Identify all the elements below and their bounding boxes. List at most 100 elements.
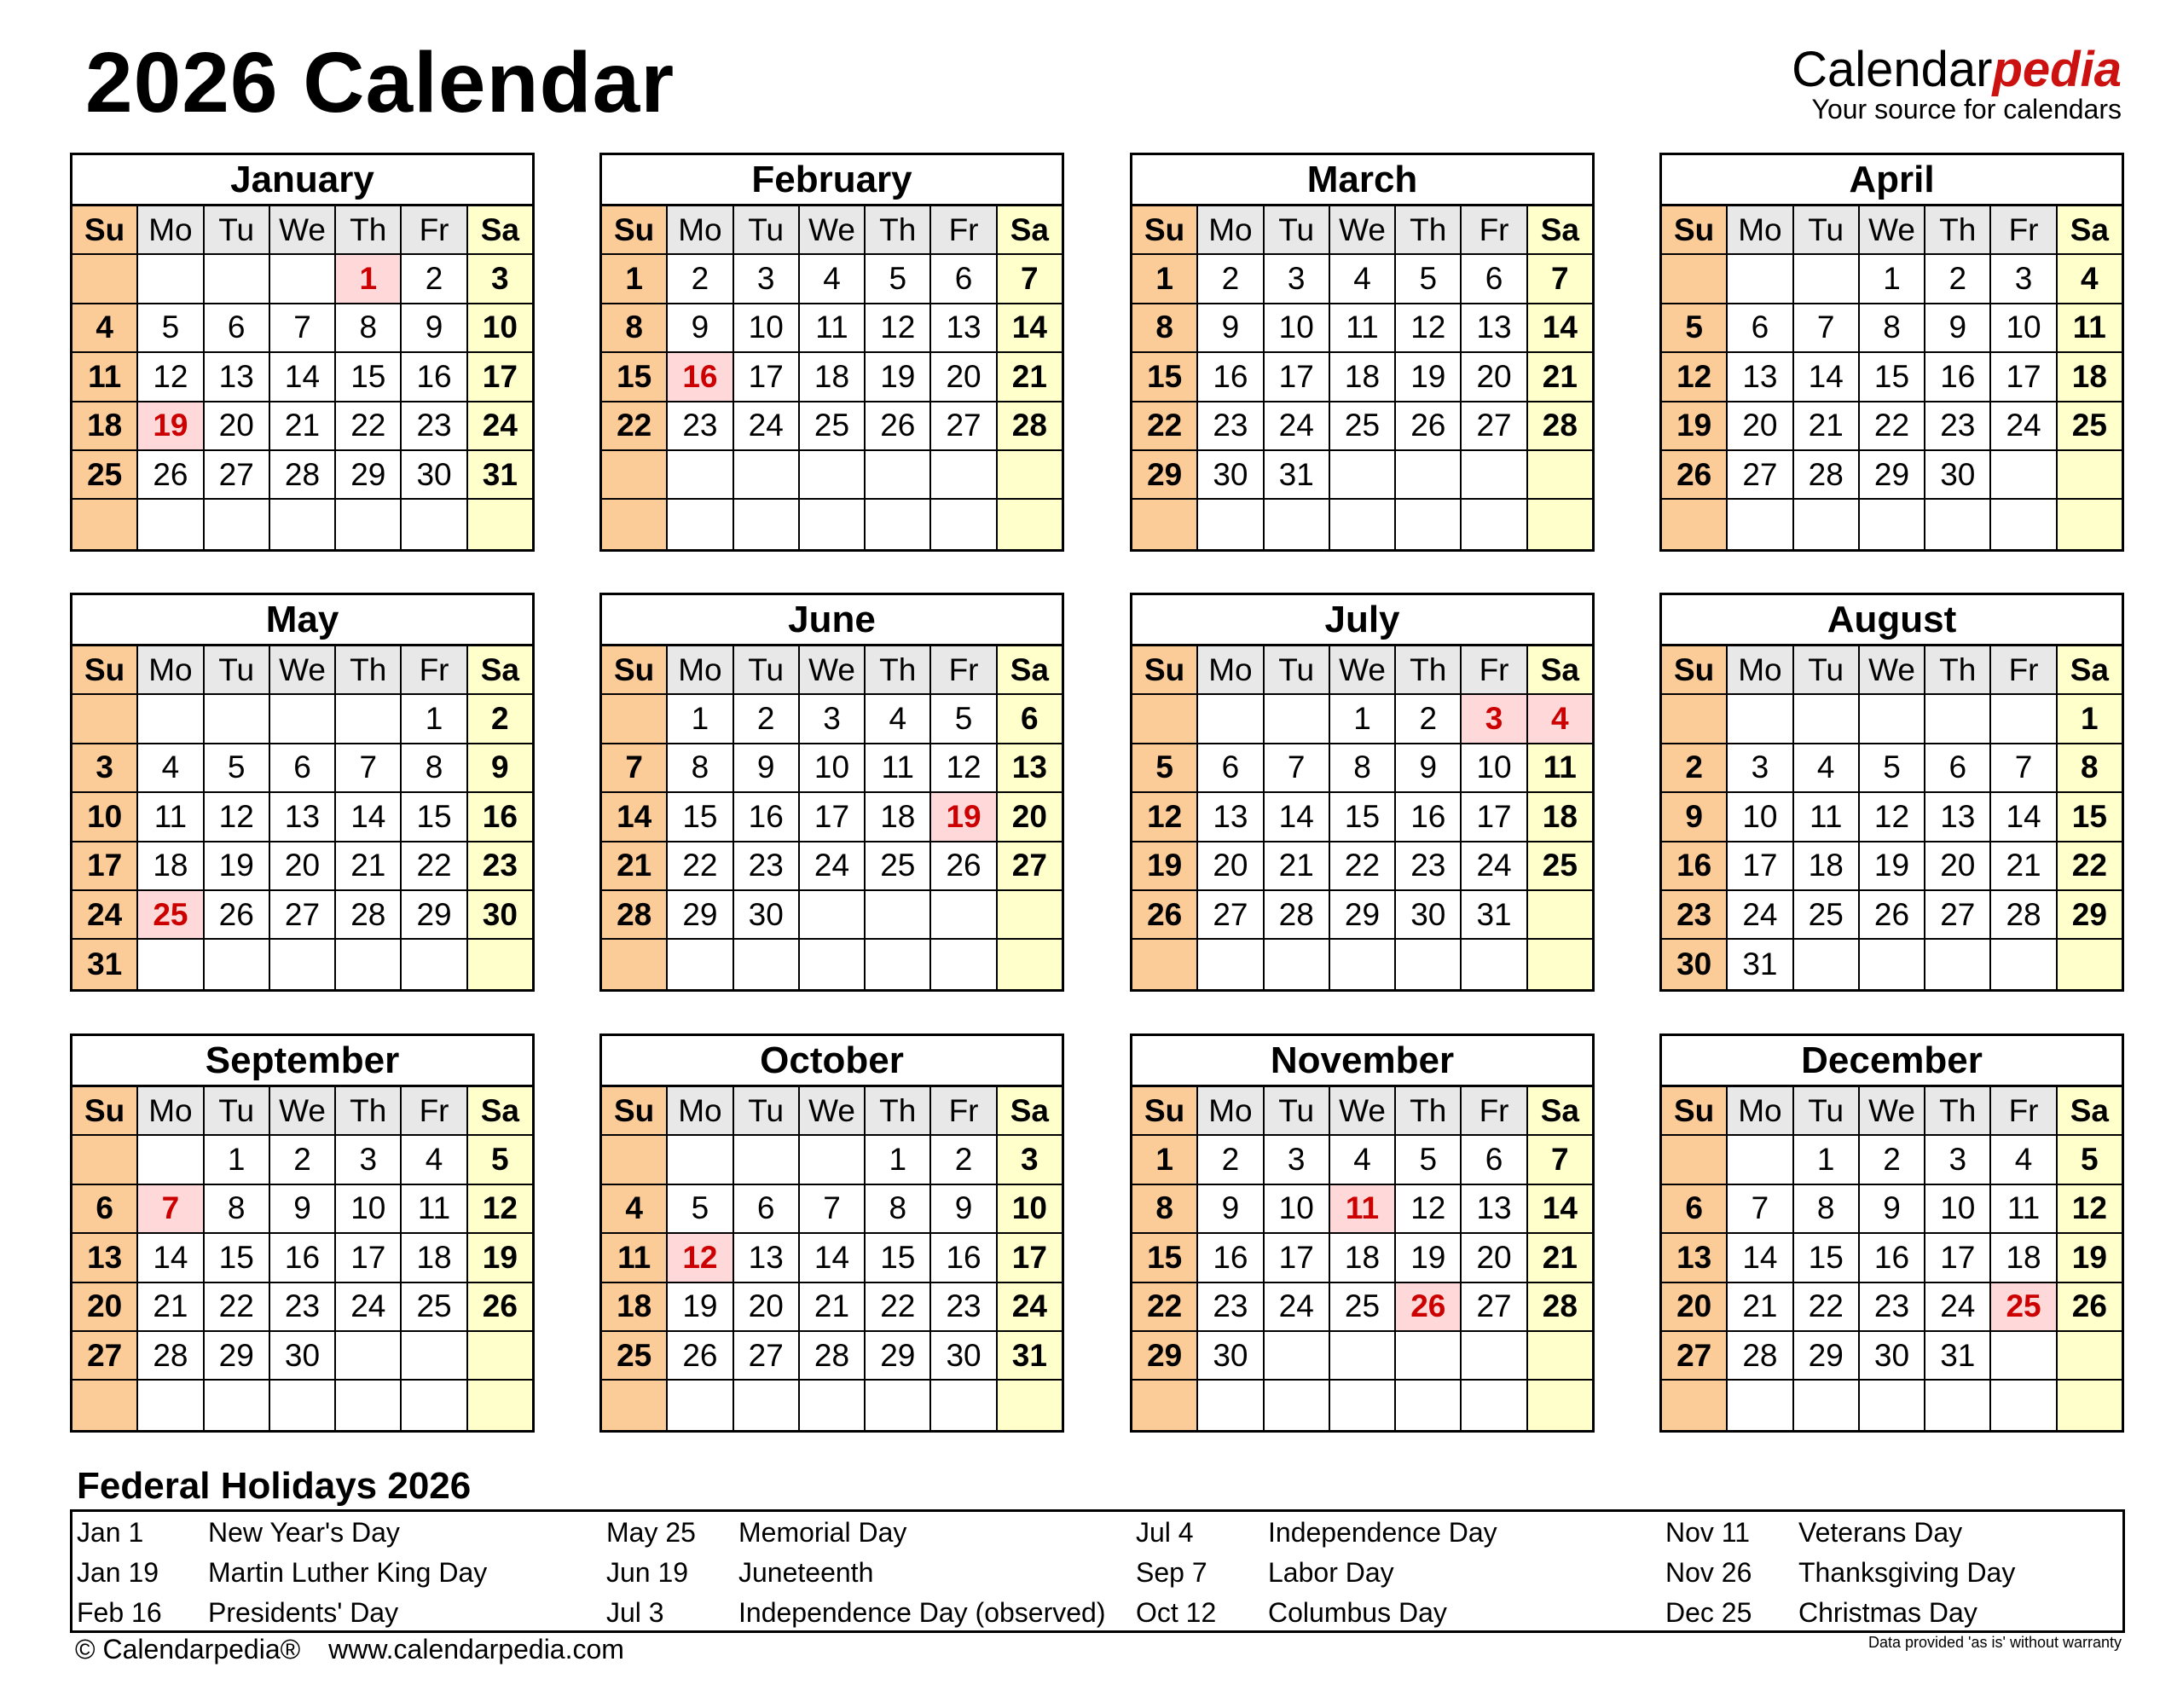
day-cell[interactable]: 23 [733,842,800,891]
day-cell[interactable]: 5 [1859,744,1926,794]
day-cell[interactable]: 9 [1662,793,1728,842]
day-cell[interactable]: 21 [269,402,337,451]
day-cell[interactable]: 26 [138,450,205,501]
day-cell[interactable]: 20 [204,402,270,451]
day-cell[interactable]: 14 [1527,304,1592,354]
day-cell[interactable]: 28 [1527,402,1592,451]
day-cell[interactable]: 30 [733,890,800,941]
day-cell[interactable]: 24 [1728,890,1794,941]
day-cell[interactable]: 13 [204,353,270,402]
day-cell[interactable]: 18 [602,1282,669,1332]
day-cell[interactable]: 29 [866,1331,932,1381]
day-cell[interactable]: 29 [402,890,468,941]
day-cell[interactable]: 2 [1396,695,1462,744]
day-cell[interactable]: 19 [1662,402,1728,451]
day-cell[interactable]: 27 [931,402,998,451]
day-cell[interactable]: 3 [467,255,532,304]
day-cell[interactable]: 19 [1396,353,1462,402]
day-cell[interactable]: 22 [1132,402,1199,451]
day-cell[interactable]: 5 [866,255,932,304]
day-cell[interactable]: 2 [1198,255,1265,304]
day-cell[interactable]: 25 [1329,402,1397,451]
day-cell[interactable]: 27 [269,890,337,941]
day-cell[interactable]: 4 [1991,1136,2058,1185]
day-cell[interactable]: 24 [1264,402,1330,451]
day-cell[interactable]: 14 [269,353,337,402]
day-cell[interactable]: 24 [336,1282,402,1332]
day-cell[interactable]: 30 [467,890,532,941]
day-cell[interactable]: 31 [997,1331,1062,1381]
day-cell[interactable]: 30 [1925,450,1992,501]
day-cell[interactable]: 29 [1793,1331,1860,1381]
holiday-day-cell[interactable]: 26 [1396,1282,1462,1332]
day-cell[interactable]: 23 [1198,1282,1265,1332]
holiday-day-cell[interactable]: 3 [1462,695,1528,744]
day-cell[interactable]: 3 [1264,255,1330,304]
day-cell[interactable]: 26 [204,890,270,941]
day-cell[interactable]: 20 [72,1282,139,1332]
day-cell[interactable]: 28 [1793,450,1860,501]
day-cell[interactable]: 2 [733,695,800,744]
day-cell[interactable]: 14 [997,304,1062,354]
day-cell[interactable]: 7 [1527,1136,1592,1185]
day-cell[interactable]: 24 [1462,842,1528,891]
day-cell[interactable]: 15 [2057,793,2122,842]
day-cell[interactable]: 6 [1662,1184,1728,1235]
day-cell[interactable]: 17 [1264,353,1330,402]
day-cell[interactable]: 6 [269,744,337,794]
day-cell[interactable]: 27 [1662,1331,1728,1381]
day-cell[interactable]: 30 [1396,890,1462,941]
day-cell[interactable]: 6 [1462,1136,1528,1185]
day-cell[interactable]: 13 [1198,793,1265,842]
day-cell[interactable]: 11 [1329,304,1397,354]
day-cell[interactable]: 28 [997,402,1062,451]
day-cell[interactable]: 31 [1925,1331,1992,1381]
day-cell[interactable]: 8 [1329,744,1397,794]
day-cell[interactable]: 18 [1793,842,1860,891]
day-cell[interactable]: 5 [2057,1136,2122,1185]
day-cell[interactable]: 5 [668,1184,734,1235]
day-cell[interactable]: 25 [2057,402,2122,451]
day-cell[interactable]: 14 [1991,793,2058,842]
day-cell[interactable]: 15 [204,1234,270,1283]
day-cell[interactable]: 29 [668,890,734,941]
day-cell[interactable]: 11 [402,1184,468,1235]
day-cell[interactable]: 22 [668,842,734,891]
day-cell[interactable]: 1 [1793,1136,1860,1185]
day-cell[interactable]: 11 [602,1234,669,1283]
day-cell[interactable]: 24 [1264,1282,1330,1332]
day-cell[interactable]: 31 [1728,940,1794,989]
day-cell[interactable]: 24 [733,402,800,451]
day-cell[interactable]: 18 [402,1234,468,1283]
day-cell[interactable]: 13 [997,744,1062,794]
day-cell[interactable]: 21 [138,1282,205,1332]
day-cell[interactable]: 28 [602,890,669,941]
day-cell[interactable]: 18 [1329,353,1397,402]
day-cell[interactable]: 7 [997,255,1062,304]
day-cell[interactable]: 11 [72,353,139,402]
day-cell[interactable]: 8 [866,1184,932,1235]
day-cell[interactable]: 30 [402,450,468,501]
day-cell[interactable]: 9 [269,1184,337,1235]
day-cell[interactable]: 12 [467,1184,532,1235]
day-cell[interactable]: 9 [1198,1184,1265,1235]
day-cell[interactable]: 22 [1859,402,1926,451]
day-cell[interactable]: 15 [1793,1234,1860,1283]
day-cell[interactable]: 16 [1859,1234,1926,1283]
day-cell[interactable]: 10 [336,1184,402,1235]
day-cell[interactable]: 12 [2057,1184,2122,1235]
day-cell[interactable]: 17 [997,1234,1062,1283]
day-cell[interactable]: 21 [997,353,1062,402]
day-cell[interactable]: 7 [1527,255,1592,304]
day-cell[interactable]: 15 [1859,353,1926,402]
day-cell[interactable]: 7 [336,744,402,794]
day-cell[interactable]: 10 [1264,304,1330,354]
day-cell[interactable]: 6 [1728,304,1794,354]
day-cell[interactable]: 18 [866,793,932,842]
day-cell[interactable]: 9 [1925,304,1992,354]
day-cell[interactable]: 1 [1329,695,1397,744]
day-cell[interactable]: 25 [1527,842,1592,891]
day-cell[interactable]: 1 [1859,255,1926,304]
day-cell[interactable]: 6 [1198,744,1265,794]
day-cell[interactable]: 21 [1991,842,2058,891]
